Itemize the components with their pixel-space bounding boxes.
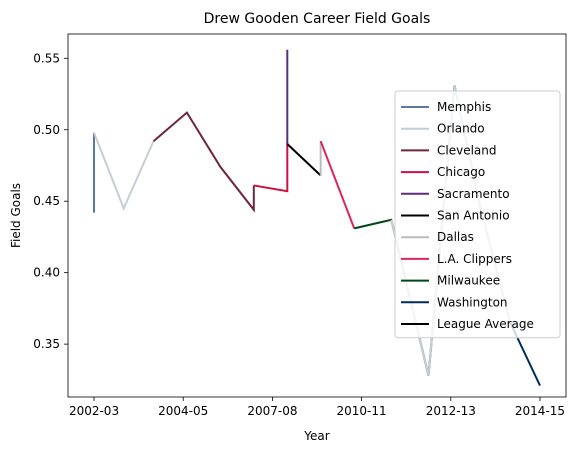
series-line-chicago xyxy=(253,144,289,193)
y-tick-label: 0.55 xyxy=(33,51,60,65)
series-line-l-a-clippers xyxy=(319,140,356,229)
legend-label-league-average: League Average xyxy=(437,317,534,331)
series-line-orlando xyxy=(93,132,155,211)
chart-title: Drew Gooden Career Field Goals xyxy=(204,11,431,27)
y-tick-label: 0.50 xyxy=(33,123,60,137)
legend-label-washington: Washington xyxy=(437,295,508,309)
legend: Memphis Orlando Cleveland Chicago Sacramento… xyxy=(394,90,561,339)
legend-label-dallas: Dallas xyxy=(437,230,474,244)
plot-area-frame xyxy=(67,33,567,398)
x-tick-label: 2007-08 xyxy=(247,404,297,418)
legend-label-milwaukee: Milwaukee xyxy=(437,274,500,288)
y-tick-label: 0.45 xyxy=(33,194,60,208)
x-tick-label: 2010-11 xyxy=(337,404,387,418)
legend-label-cleveland: Cleveland xyxy=(437,143,497,157)
y-axis-label: Field Goals xyxy=(9,183,23,248)
legend-box xyxy=(394,90,561,339)
legend-label-memphis: Memphis xyxy=(437,100,491,114)
y-axis-ticks: 0.35 0.40 0.45 0.50 0.55 xyxy=(33,51,68,351)
series-line-san-antonio xyxy=(286,143,322,177)
legend-label-san-antonio: San Antonio xyxy=(437,209,510,223)
legend-label-l-a-clippers: L.A. Clippers xyxy=(437,252,512,266)
series-line-cleveland xyxy=(152,111,255,213)
y-tick-label: 0.35 xyxy=(33,337,60,351)
x-axis-label: Year xyxy=(303,429,329,443)
legend-label-orlando: Orlando xyxy=(437,122,485,136)
legend-label-sacramento: Sacramento xyxy=(437,187,510,201)
x-tick-label: 2014-15 xyxy=(515,404,565,418)
x-tick-label: 2002-03 xyxy=(69,404,119,418)
x-axis-ticks: 2002-03 2004-05 2007-08 2010-11 2012-13 2014-… xyxy=(69,397,565,418)
y-tick-label: 0.40 xyxy=(33,266,60,280)
legend-label-chicago: Chicago xyxy=(437,165,485,179)
x-tick-label: 2012-13 xyxy=(426,404,476,418)
x-tick-label: 2004-05 xyxy=(158,404,208,418)
